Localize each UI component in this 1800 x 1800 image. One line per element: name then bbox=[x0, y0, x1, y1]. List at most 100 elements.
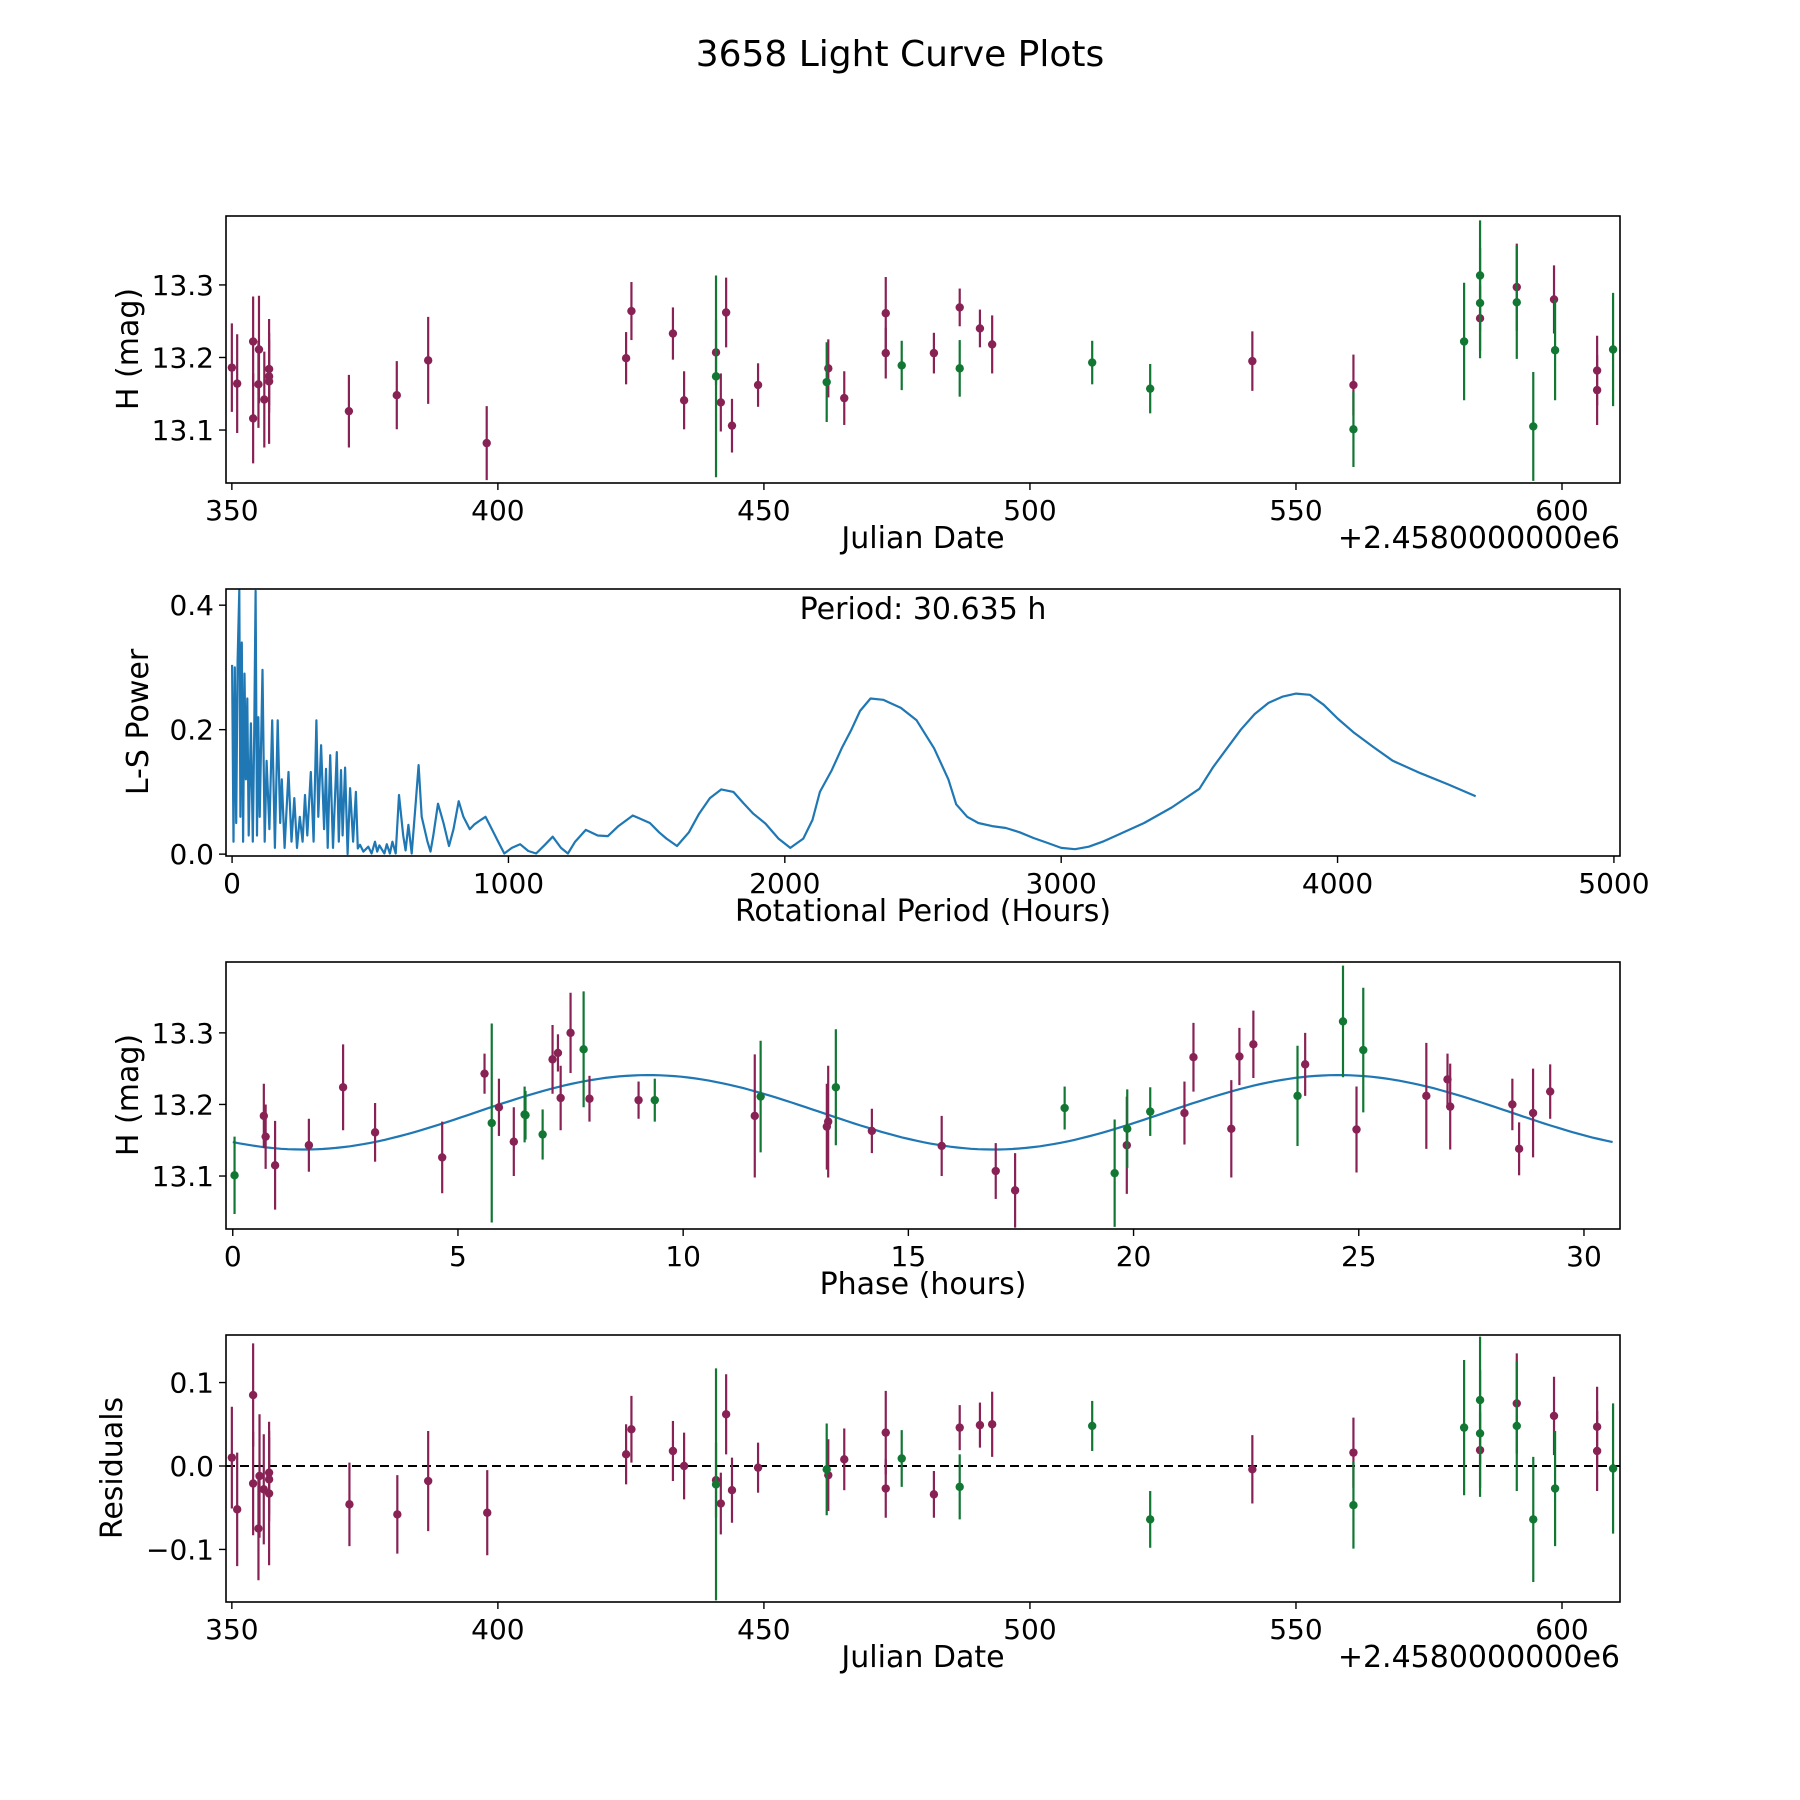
data-point bbox=[634, 1095, 643, 1105]
data-point bbox=[987, 340, 997, 349]
data-point bbox=[248, 1390, 258, 1400]
data-point bbox=[1248, 356, 1257, 366]
x-tick-label: 600 bbox=[1535, 494, 1588, 527]
series-maroon bbox=[227, 243, 1602, 481]
phased-plot-area bbox=[230, 965, 1613, 1228]
data-point bbox=[1512, 1421, 1521, 1431]
data-point bbox=[929, 1490, 939, 1499]
data-point bbox=[566, 1028, 575, 1038]
residuals-offset-text: +2.4580000000e6 bbox=[1338, 1640, 1620, 1675]
data-point bbox=[987, 1420, 997, 1429]
phased-axes-frame bbox=[225, 961, 1621, 1230]
data-point bbox=[423, 1476, 433, 1486]
phased-marks bbox=[230, 965, 1613, 1228]
data-point bbox=[955, 303, 964, 312]
data-point bbox=[254, 380, 263, 389]
periodogram-panel: 0 1000 2000 3000 4000 5000 0.0 0.2 0.4 Period: 3… bbox=[121, 588, 1650, 929]
x-tick-label: 350 bbox=[205, 1613, 258, 1646]
data-point bbox=[1459, 337, 1469, 346]
data-point bbox=[1352, 1125, 1361, 1134]
x-tick-label: 450 bbox=[737, 1613, 790, 1646]
data-point bbox=[822, 1465, 831, 1474]
x-tick-label: 350 bbox=[205, 494, 258, 527]
data-point bbox=[521, 1110, 530, 1120]
x-tick-label: 500 bbox=[1003, 1613, 1056, 1646]
x-tick-label: 400 bbox=[471, 494, 524, 527]
data-point bbox=[1248, 1465, 1257, 1474]
data-point bbox=[423, 356, 433, 365]
residuals-axes-frame bbox=[225, 1334, 1621, 1603]
y-tick-label: 13.2 bbox=[152, 1088, 214, 1121]
data-point bbox=[304, 1141, 314, 1150]
data-point bbox=[487, 1118, 496, 1128]
lightcurve-ticks: 350 400 450 500 550 600 13.1 13.2 13.3 bbox=[152, 269, 1589, 527]
data-point bbox=[370, 1128, 380, 1137]
residuals-xlabel: Julian Date bbox=[839, 1640, 1004, 1675]
y-tick-label: 13.2 bbox=[152, 341, 214, 374]
y-tick-label: 13.3 bbox=[152, 1017, 214, 1050]
x-tick-label: 20 bbox=[1116, 1240, 1152, 1273]
data-point bbox=[1110, 1168, 1119, 1178]
data-point bbox=[248, 337, 258, 346]
data-point bbox=[1549, 1411, 1559, 1421]
y-tick-label: 0.0 bbox=[169, 1450, 214, 1483]
data-point bbox=[1359, 1045, 1368, 1055]
data-point bbox=[1422, 1091, 1431, 1101]
phased-ticks: 0 5 10 15 20 25 30 13.1 13.2 13.3 bbox=[152, 1017, 1602, 1273]
series-green bbox=[230, 965, 1368, 1227]
data-point bbox=[727, 421, 737, 430]
series-maroon bbox=[259, 992, 1555, 1228]
periodogram-ticks: 0 1000 2000 3000 4000 5000 0.0 0.2 0.4 bbox=[169, 589, 1649, 900]
y-tick-label: 0.1 bbox=[169, 1367, 214, 1400]
data-point bbox=[897, 361, 906, 370]
data-point bbox=[393, 1510, 402, 1519]
data-point bbox=[1545, 1087, 1555, 1096]
data-point bbox=[1123, 1124, 1132, 1133]
y-tick-label: 13.1 bbox=[152, 1160, 214, 1193]
data-point bbox=[1608, 1464, 1618, 1473]
data-point bbox=[232, 1505, 242, 1514]
data-point bbox=[509, 1137, 519, 1146]
data-point bbox=[338, 1083, 348, 1092]
data-point bbox=[840, 1455, 849, 1464]
data-point bbox=[881, 1428, 890, 1437]
x-tick-label: 15 bbox=[891, 1240, 927, 1273]
data-point bbox=[1349, 1501, 1358, 1510]
data-point bbox=[1010, 1186, 1020, 1195]
data-point bbox=[483, 1508, 492, 1517]
data-point bbox=[711, 372, 721, 381]
periodogram-xlabel: Rotational Period (Hours) bbox=[735, 894, 1111, 929]
x-tick-label: 10 bbox=[665, 1240, 701, 1273]
x-tick-label: 550 bbox=[1269, 494, 1322, 527]
data-point bbox=[822, 377, 831, 387]
data-point bbox=[929, 348, 939, 358]
periodogram-marks bbox=[231, 589, 1477, 856]
phased-xlabel: Phase (hours) bbox=[820, 1267, 1027, 1302]
data-point bbox=[831, 1083, 841, 1092]
data-point bbox=[1512, 298, 1521, 307]
lightcurve-offset-text: +2.4580000000e6 bbox=[1338, 521, 1620, 556]
data-point bbox=[1550, 346, 1560, 355]
data-point bbox=[753, 1463, 763, 1472]
series-maroon bbox=[227, 1343, 1602, 1581]
data-point bbox=[897, 1454, 906, 1463]
x-tick-label: 4000 bbox=[1302, 867, 1373, 900]
data-point bbox=[975, 324, 985, 333]
lightcurve-xlabel: Julian Date bbox=[839, 521, 1004, 556]
data-point bbox=[255, 1471, 264, 1481]
data-point bbox=[679, 1461, 689, 1471]
x-tick-label: 450 bbox=[737, 494, 790, 527]
data-point bbox=[1145, 384, 1155, 393]
data-point bbox=[264, 1489, 274, 1498]
data-point bbox=[227, 363, 237, 372]
x-tick-label: 2000 bbox=[749, 867, 820, 900]
data-point bbox=[1180, 1108, 1189, 1118]
data-point bbox=[494, 1103, 504, 1112]
data-point bbox=[548, 1055, 557, 1064]
data-point bbox=[1445, 1102, 1455, 1111]
data-point bbox=[881, 1484, 890, 1493]
data-point bbox=[232, 379, 242, 388]
residuals-ylabel: Residuals bbox=[95, 1397, 130, 1539]
data-point bbox=[627, 306, 636, 316]
data-point bbox=[270, 1161, 280, 1170]
